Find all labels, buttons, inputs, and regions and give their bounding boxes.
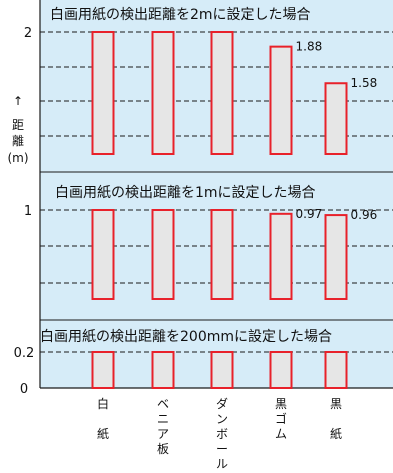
bar xyxy=(324,214,348,300)
y-tick-label: 0 xyxy=(20,382,28,397)
category-label: 紙 xyxy=(97,426,109,441)
category-label: ル xyxy=(216,457,228,471)
category-label: 黒 xyxy=(275,397,287,411)
category-label: ダ xyxy=(216,396,228,411)
bar xyxy=(269,351,293,389)
y-tick-label: 2 xyxy=(24,26,32,41)
category-label: ア xyxy=(157,427,169,441)
bar xyxy=(324,351,348,389)
category-label: 紙 xyxy=(330,426,342,441)
y-tick-label: 1 xyxy=(24,204,32,219)
category-label: ボ xyxy=(216,427,228,441)
data-label: 0.97 xyxy=(296,207,323,221)
panel-title-1m: 白画用紙の検出距離を1mに設定した場合 xyxy=(55,184,316,201)
bar xyxy=(91,209,115,300)
bar xyxy=(210,209,234,300)
category-label: ン xyxy=(216,412,228,426)
category-label: ベ xyxy=(157,397,169,411)
category-label: 板 xyxy=(157,442,169,456)
category-label: ゴ xyxy=(275,411,287,426)
data-label: 1.88 xyxy=(296,40,323,54)
category-label: 黒 xyxy=(330,397,342,411)
y-axis-label-char: 離 xyxy=(12,134,24,148)
y-tick-label: 0.2 xyxy=(14,346,35,361)
y-axis-arrow: ↑ xyxy=(13,94,23,108)
bars-layer xyxy=(91,31,348,389)
bar xyxy=(269,212,293,300)
category-label: 白 xyxy=(97,396,109,411)
panel-title-200mm: 白画用紙の検出距離を200mmに設定した場合 xyxy=(40,328,332,345)
bar xyxy=(210,351,234,389)
bar xyxy=(151,209,175,300)
bar xyxy=(210,31,234,155)
data-label: 1.58 xyxy=(351,76,378,90)
y-axis-label-char: 距 xyxy=(12,118,24,132)
bar xyxy=(151,31,175,155)
bar xyxy=(151,351,175,389)
category-label: ニ xyxy=(157,412,169,426)
category-label: ム xyxy=(275,427,287,441)
bar xyxy=(269,45,293,155)
bar xyxy=(324,82,348,155)
category-label: ー xyxy=(216,442,228,456)
panel-title-2m: 白画用紙の検出距離を2mに設定した場合 xyxy=(50,6,311,23)
y-axis-label-unit: (m) xyxy=(7,151,28,165)
data-labels-layer: 1.88 1.58 0.97 0.96 xyxy=(296,40,378,222)
bar xyxy=(91,31,115,155)
bar xyxy=(91,351,115,389)
data-label: 0.96 xyxy=(351,208,378,222)
